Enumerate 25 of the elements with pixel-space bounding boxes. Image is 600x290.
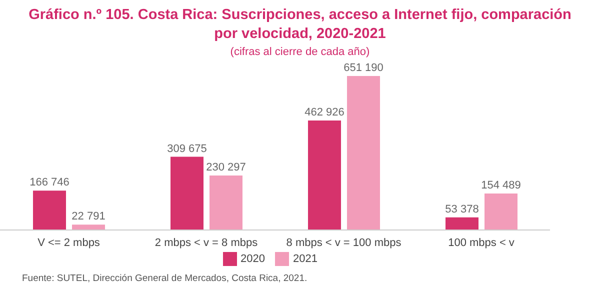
x-tick-label: 8 mbps < v = 100 mbps <box>286 236 402 249</box>
data-label: 651 190 <box>344 62 384 74</box>
bar <box>210 176 242 230</box>
bar <box>446 217 478 230</box>
data-label: 22 791 <box>72 210 106 223</box>
data-label: 230 297 <box>206 162 246 174</box>
legend-label: 2020 <box>240 252 265 265</box>
bar <box>72 224 105 230</box>
x-tick-label: 100 mbps < v <box>448 236 515 249</box>
data-label: 462 926 <box>304 106 344 119</box>
bar <box>347 76 380 230</box>
data-label: 154 489 <box>481 179 521 192</box>
data-label: 53 378 <box>445 203 479 216</box>
x-tick-label: V <= 2 mbps <box>38 236 100 249</box>
bar <box>308 120 341 230</box>
bar <box>33 190 66 230</box>
chart-subtitle: (cifras al cierre de cada año) <box>229 46 371 58</box>
legend-label: 2021 <box>293 252 318 265</box>
bar <box>170 156 204 230</box>
x-tick-label: 2 mbps < v = 8 mbps <box>154 236 258 249</box>
data-label: 309 675 <box>167 142 207 155</box>
chart-title: Gráfico n.º 105. Costa Rica: Suscripciones, acceso a Internet fijo, comparación por velocidad, 2020-2021 <box>28 6 572 44</box>
data-label: 166 746 <box>30 176 70 189</box>
source-note: Fuente: SUTEL, Dirección General de Mercados, Costa Rica, 2021. <box>22 273 308 284</box>
bar <box>484 193 518 230</box>
